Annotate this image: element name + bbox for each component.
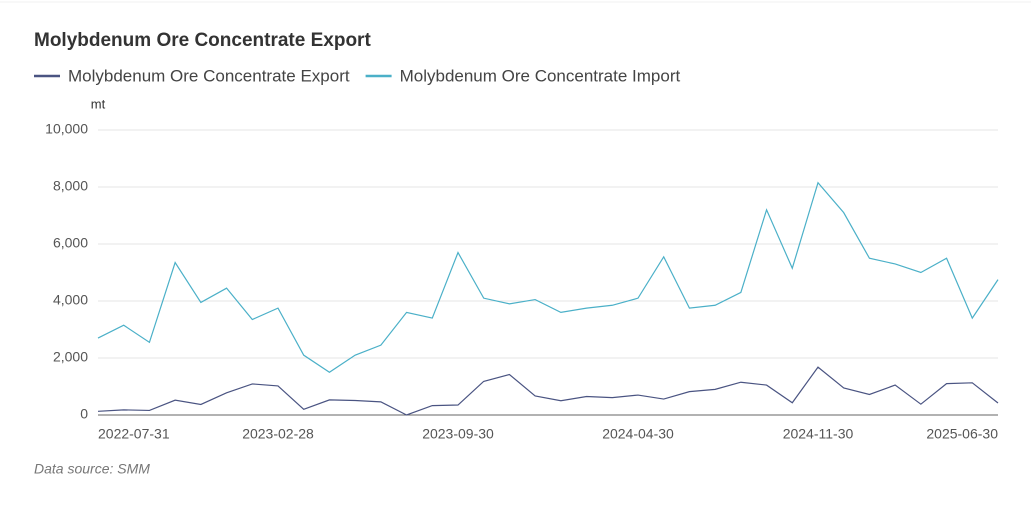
x-tick-label: 2023-02-28 <box>242 426 314 442</box>
legend-label: Molybdenum Ore Concentrate Export <box>68 66 350 85</box>
source: Data source: SMM <box>34 461 150 477</box>
y-tick-label: 8,000 <box>53 178 88 194</box>
y-axis-label: mt <box>91 96 106 111</box>
chart-title: Molybdenum Ore Concentrate Export <box>34 30 371 51</box>
y-tick-label: 0 <box>80 406 88 422</box>
y-tick-label: 10,000 <box>45 121 88 137</box>
y-tick-label: 2,000 <box>53 349 88 365</box>
series-line <box>97 181 999 373</box>
x-tick-label: 2025-06-30 <box>926 426 998 442</box>
x-tick-label: 2024-11-30 <box>783 426 854 442</box>
x-tick-label: 2023-09-30 <box>422 426 494 442</box>
y-tick-label: 4,000 <box>53 292 88 308</box>
y-tick-label: 6,000 <box>53 235 88 251</box>
legend-label: Molybdenum Ore Concentrate Import <box>400 66 681 85</box>
x-tick-label: 2024-04-30 <box>602 426 674 442</box>
series-line <box>97 366 999 416</box>
x-tick-label: 2022-07-31 <box>98 426 170 442</box>
